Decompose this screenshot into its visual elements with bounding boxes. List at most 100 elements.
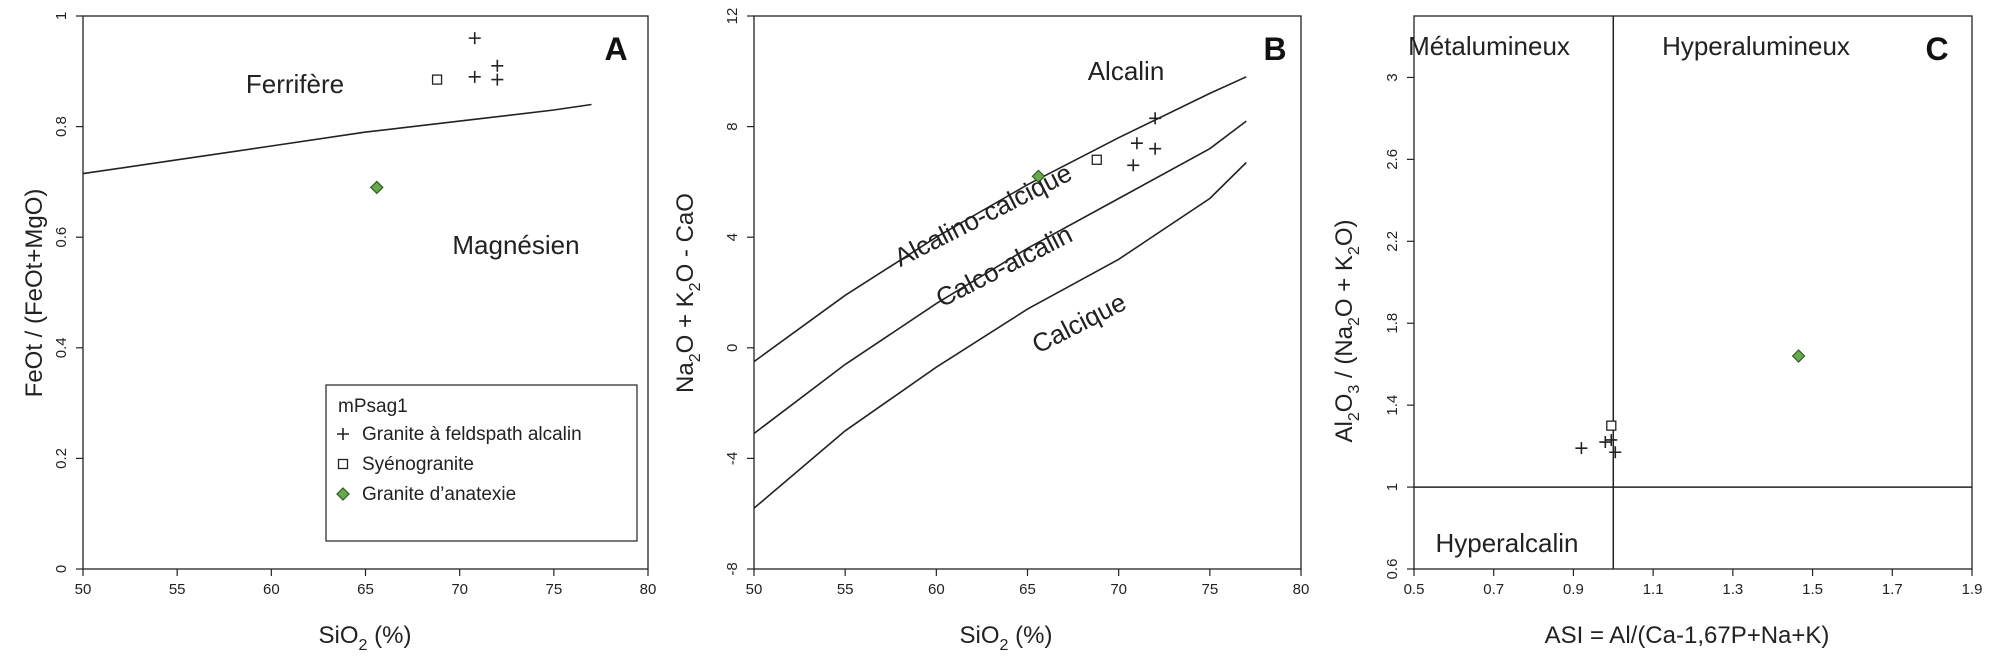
y-tick-label: 1.8: [1384, 313, 1401, 334]
y-axis-title: Al2O3 / (Na2O + K2O): [1331, 219, 1363, 442]
y-axis-ticks: -8 -4 0 4 8 12: [724, 8, 754, 576]
panel-letter: B: [1263, 31, 1286, 67]
x-axis-ticks: 50 55 60 65 70 75 80: [75, 569, 657, 598]
legend-item-label: Granite d’anatexie: [362, 484, 516, 505]
x-tick-label: 0.7: [1483, 581, 1504, 598]
x-tick-label: 1.9: [1962, 581, 1983, 598]
x-tick-label: 1.1: [1643, 581, 1664, 598]
region-label-hyperalcalin: Hyperalcalin: [1435, 528, 1578, 558]
data-point-square: [1091, 154, 1102, 165]
x-tick-label: 55: [169, 581, 186, 598]
y-tick-label: 1.4: [1384, 395, 1401, 416]
x-axis-ticks: 0.5 0.7 0.9 1.1 1.3 1.5 1.7 1.9: [1404, 569, 1983, 598]
x-tick-label: 70: [1110, 581, 1127, 598]
y-tick-label: 0.2: [53, 448, 70, 469]
x-tick-label: 55: [837, 581, 854, 598]
x-axis-title: ASI = Al/(Ca-1,67P+Na+K): [1545, 622, 1830, 649]
x-tick-label: 1.3: [1722, 581, 1743, 598]
series-boundary-line: [753, 120, 1247, 435]
x-axis-title: SiO2 (%): [319, 622, 412, 654]
y-tick-label: 0.8: [53, 116, 70, 137]
data-point-diamond: [1031, 169, 1046, 184]
legend-item-label: Syénogranite: [362, 454, 474, 475]
y-tick-label: 4: [724, 233, 741, 241]
data-point-plus: [1149, 142, 1162, 155]
x-tick-label: 50: [75, 581, 92, 598]
data-point-plus: [468, 70, 481, 83]
panel-letter: A: [604, 31, 627, 67]
x-tick-label: 80: [640, 581, 657, 598]
y-tick-label: 0.4: [53, 337, 70, 358]
x-tick-label: 1.7: [1882, 581, 1903, 598]
region-label-hyperalumineux: Hyperalumineux: [1662, 31, 1850, 61]
data-points: [1031, 112, 1162, 184]
x-tick-label: 50: [746, 581, 763, 598]
data-point-plus: [1605, 433, 1618, 446]
data-point-plus: [1149, 112, 1162, 125]
data-point-plus: [491, 73, 504, 86]
x-tick-label: 60: [928, 581, 945, 598]
y-tick-label: -4: [724, 452, 741, 465]
data-point-square: [431, 74, 443, 85]
data-point-plus: [1599, 436, 1612, 449]
data-point-plus: [1609, 446, 1622, 459]
panel-letter: C: [1925, 31, 1948, 67]
ferrifere-magnesien-boundary: [82, 103, 592, 175]
y-tick-label: 0.6: [53, 227, 70, 248]
series-boundaries: [753, 76, 1247, 509]
y-tick-label: 0: [53, 565, 70, 573]
x-tick-label: 60: [263, 581, 280, 598]
y-tick-label: 2.6: [1384, 149, 1401, 170]
plot-frame: [753, 15, 1302, 570]
legend: mPsag1 Granite à feldspath alcalin Syénog…: [325, 384, 638, 542]
y-tick-label: 2.2: [1384, 231, 1401, 252]
y-tick-label: 12: [724, 8, 741, 25]
x-tick-label: 80: [1293, 581, 1310, 598]
y-axis-ticks: 0.6 1 1.4 1.8 2.2 2.6 3: [1384, 73, 1414, 579]
data-point-diamond: [1791, 349, 1806, 363]
x-tick-label: 65: [1019, 581, 1036, 598]
data-points: [369, 32, 504, 195]
data-point-square: [1606, 420, 1617, 431]
x-tick-label: 0.9: [1563, 581, 1584, 598]
legend-symbol-diamond: [336, 487, 350, 501]
series-boundary-line: [753, 161, 1247, 509]
legend-item-label: Granite à feldspath alcalin: [362, 424, 582, 445]
legend-box: [325, 384, 638, 542]
y-tick-label: 8: [724, 122, 741, 130]
data-points: [1575, 349, 1806, 459]
y-tick-label: 1: [1384, 483, 1401, 491]
x-tick-label: 70: [451, 581, 468, 598]
data-point-plus: [1127, 159, 1140, 172]
data-point-plus: [491, 59, 504, 72]
x-axis-ticks: 50 55 60 65 70 75 80: [746, 569, 1310, 598]
data-point-diamond: [369, 180, 384, 195]
legend-symbol-plus: [337, 428, 349, 440]
region-label-magnesien: Magnésien: [452, 230, 579, 260]
panel-c-asi-chart: 0.5 0.7 0.9 1.1 1.3 1.5 1.7 1.9 0.6 1 1.4 1.8 2.2 2.…: [1331, 15, 1983, 649]
plot-frame: [1413, 15, 1973, 570]
x-axis-title: SiO2 (%): [960, 622, 1053, 654]
x-tick-label: 75: [1201, 581, 1218, 598]
x-tick-label: 1.5: [1802, 581, 1823, 598]
y-tick-label: -8: [724, 562, 741, 575]
panel-a-ferrifere-chart: 50 55 60 65 70 75 80 00.20.40.60.81 Ferrifère …: [21, 12, 656, 654]
data-point-plus: [1575, 442, 1588, 455]
y-tick-label: 0.6: [1384, 559, 1401, 580]
y-axis-ticks: 0 0.2 0.4 0.6 0.8 1: [53, 12, 83, 573]
legend-title: mPsag1: [338, 396, 408, 417]
y-tick-label: 3: [1384, 73, 1401, 81]
x-tick-label: 65: [357, 581, 374, 598]
x-tick-label: 75: [545, 581, 562, 598]
region-label-metalumineux: Métalumineux: [1408, 31, 1570, 61]
region-label-ferrifere: Ferrifère: [246, 69, 344, 99]
data-point-plus: [1130, 137, 1143, 150]
y-axis-title: Na2O + K2O - CaO: [672, 193, 704, 393]
data-point-plus: [468, 32, 481, 45]
legend-symbol-square: [337, 458, 349, 470]
y-axis-title: FeOt / (FeOt+MgO): [21, 189, 48, 398]
region-label-alcalin: Alcalin: [1088, 56, 1165, 86]
legend-items: Granite à feldspath alcalin Syénogranite G…: [336, 424, 582, 505]
